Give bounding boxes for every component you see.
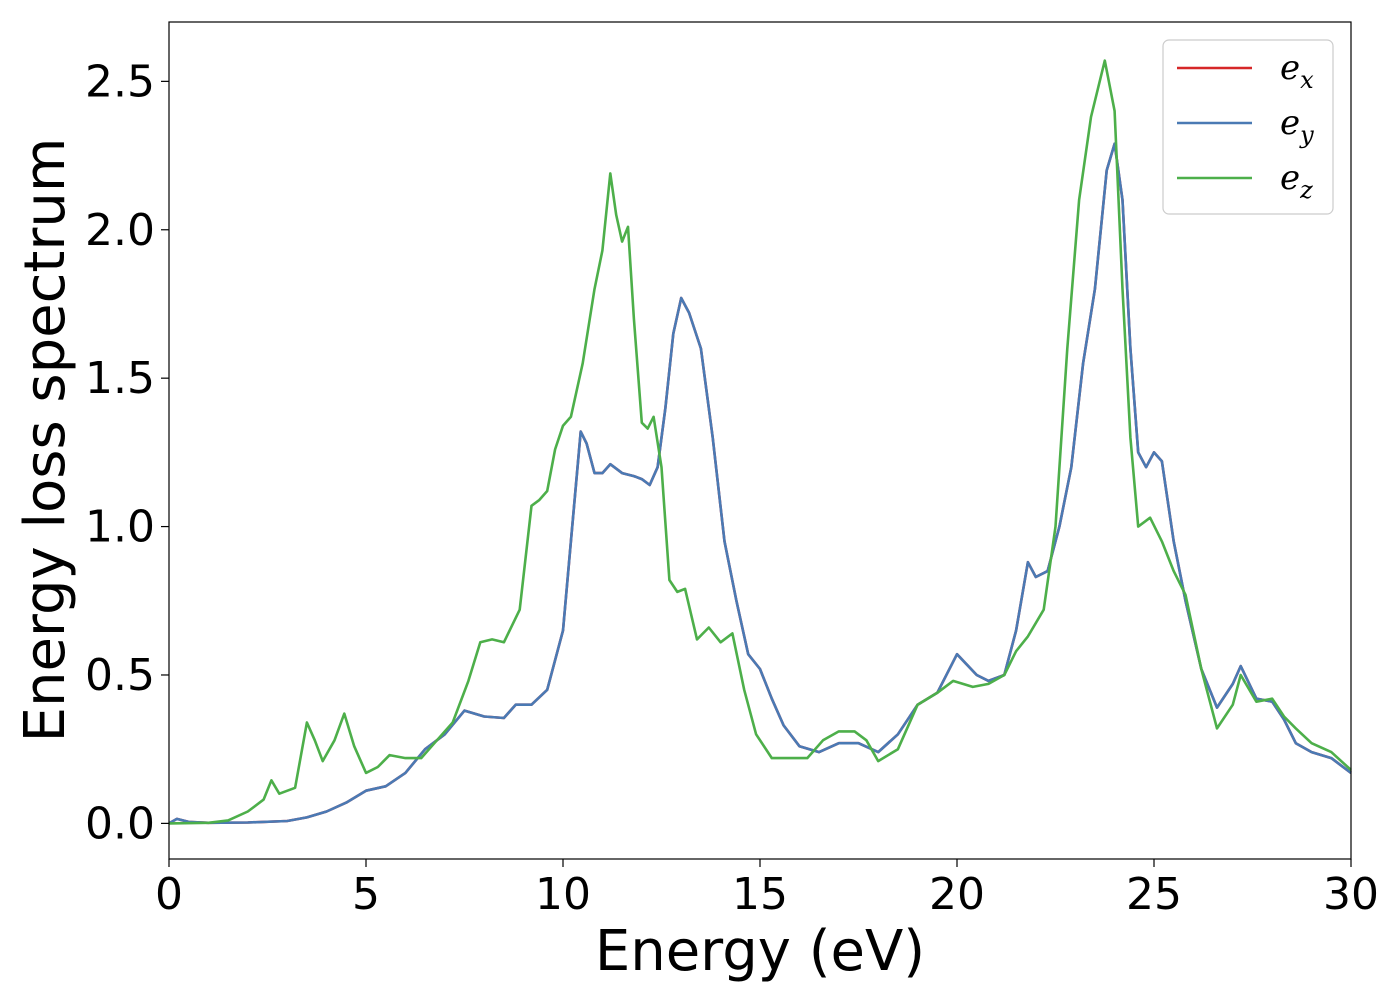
x-axis-ticks: 0 5 10 15 20 25 30 — [155, 859, 1379, 920]
y-tick-label: 2.5 — [85, 56, 155, 107]
x-tick-label: 25 — [1126, 869, 1182, 920]
x-tick-label: 30 — [1323, 869, 1379, 920]
legend-label-y: ey — [1280, 103, 1314, 149]
legend-label-z: ez — [1280, 158, 1313, 204]
series-line-y — [168, 142, 1352, 825]
series-line-z — [168, 59, 1352, 825]
x-tick-label: 15 — [732, 869, 788, 920]
y-tick-label: 1.0 — [85, 502, 155, 553]
x-tick-label: 10 — [535, 869, 591, 920]
plot-lines — [168, 59, 1352, 825]
y-axis-ticks: 0.0 0.5 1.0 1.5 2.0 2.5 — [85, 56, 169, 849]
legend: ex ey ez — [1162, 39, 1334, 215]
y-tick-label: 0.5 — [85, 650, 155, 701]
y-tick-label: 0.0 — [85, 798, 155, 849]
y-tick-label: 2.0 — [85, 205, 155, 256]
x-tick-label: 20 — [929, 869, 985, 920]
x-tick-label: 5 — [352, 869, 380, 920]
x-tick-label: 0 — [155, 869, 183, 920]
y-tick-label: 1.5 — [85, 353, 155, 404]
legend-label-x: ex — [1280, 48, 1314, 94]
x-axis-label: Energy (eV) — [595, 919, 925, 984]
legend-box — [1162, 39, 1334, 215]
y-axis-label: Energy loss spectrum — [13, 138, 78, 743]
